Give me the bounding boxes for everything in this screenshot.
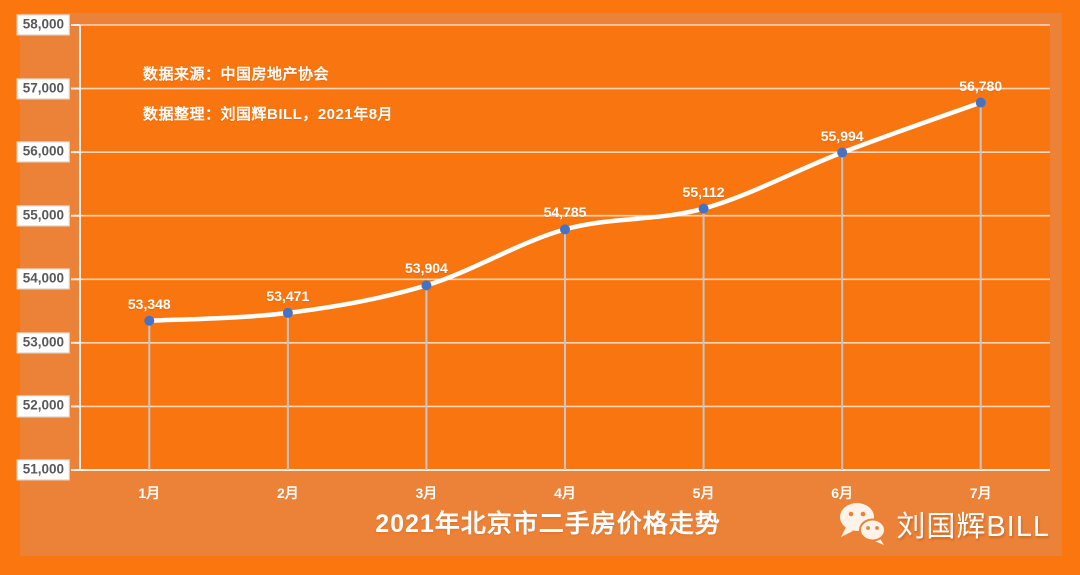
line-chart — [71, 24, 1050, 471]
x-axis-label: 4月 — [554, 485, 576, 501]
watermark: 刘国辉BILL — [838, 499, 1050, 549]
y-axis-tick-label: 51,000 — [16, 459, 70, 481]
data-label: 55,994 — [820, 127, 864, 144]
watermark-label: 刘国辉BILL — [896, 511, 1050, 543]
y-axis-tick-label: 56,000 — [16, 141, 70, 163]
x-axis-label: 6月 — [831, 485, 854, 501]
chart-title: 2021年北京市二手房价格走势 — [375, 510, 721, 538]
data-label: 53,471 — [266, 287, 310, 304]
x-axis-label: 1月 — [138, 485, 161, 501]
x-axis-label: 3月 — [415, 485, 438, 501]
y-axis-tick-label: 55,000 — [16, 205, 70, 227]
y-axis-tick-label: 52,000 — [16, 395, 70, 418]
data-point-marker — [698, 203, 709, 214]
x-axis-label: 5月 — [692, 485, 715, 501]
y-axis-tick-label: 57,000 — [16, 77, 70, 100]
x-axis-label: 7月 — [969, 485, 992, 501]
data-label: 54,785 — [543, 204, 587, 221]
data-label: 55,112 — [682, 183, 725, 200]
data-point-marker — [144, 315, 155, 326]
y-axis-tick-label: 54,000 — [16, 268, 70, 290]
data-label: 53,904 — [405, 260, 448, 277]
chart-panel: 51,000 52,000 53,000 54,000 55,000 56,000 57,0… — [16, 13, 1062, 556]
x-axis-label: 2月 — [276, 485, 299, 501]
data-point-marker — [975, 97, 986, 108]
wechat-icon — [840, 503, 887, 545]
data-label: 53,348 — [127, 295, 171, 312]
y-axis-tick-label: 53,000 — [16, 332, 70, 354]
data-label: 56,780 — [959, 77, 1003, 94]
data-source-note: 数据来源：中国房地产协会 — [143, 66, 330, 83]
data-point-marker — [282, 307, 293, 318]
data-point-marker — [421, 280, 432, 291]
data-point-marker — [837, 147, 848, 158]
data-credit-note: 数据整理：刘国辉BILL，2021年8月 — [143, 106, 394, 123]
data-point-marker — [560, 224, 570, 235]
y-axis-tick-label: 58,000 — [16, 14, 70, 36]
